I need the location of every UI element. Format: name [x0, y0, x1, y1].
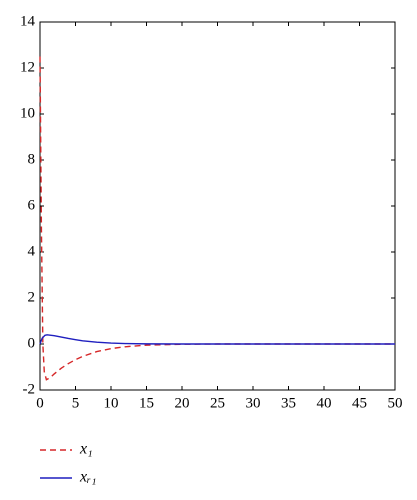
plot-frame [39, 21, 396, 391]
series-line [39, 56, 395, 381]
y-tick-label: 10 [20, 105, 35, 121]
x-tick-label: 5 [72, 395, 80, 411]
series-line [39, 334, 395, 345]
x-tick-label: 40 [317, 395, 332, 411]
x-tick-label: 50 [388, 395, 403, 411]
y-tick-label: 6 [28, 197, 36, 213]
y-tick-label: -2 [23, 381, 36, 397]
y-tick-label: 8 [28, 151, 36, 167]
x-tick-label: 20 [175, 395, 190, 411]
legend-label: x₁ [79, 441, 93, 458]
x-tick-label: 25 [210, 395, 225, 411]
x-tick-label: 35 [281, 395, 296, 411]
y-tick-label: 14 [20, 13, 36, 29]
y-tick-label: 12 [20, 59, 35, 75]
y-tick-label: 0 [28, 335, 36, 351]
y-tick-label: 2 [28, 289, 36, 305]
x-tick-label: 10 [104, 395, 119, 411]
legend-label: xᵣ₁ [79, 469, 97, 486]
x-tick-label: 0 [36, 395, 44, 411]
x-tick-label: 30 [246, 395, 261, 411]
y-tick-label: 4 [28, 243, 36, 259]
x-tick-label: 45 [352, 395, 367, 411]
x-tick-label: 15 [139, 395, 154, 411]
